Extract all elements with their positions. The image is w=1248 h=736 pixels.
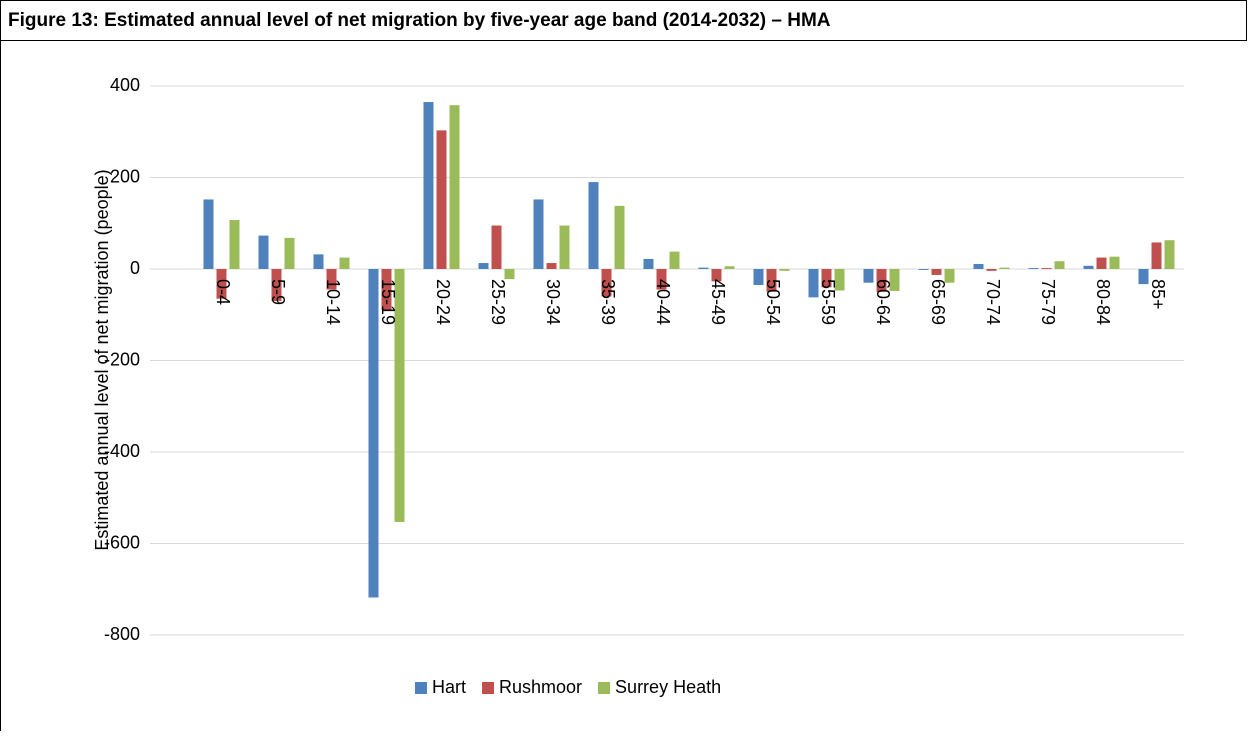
bar (986, 269, 997, 271)
bar (326, 269, 337, 290)
y-tick-label: 200 (110, 166, 140, 186)
chart-title: Figure 13: Estimated annual level of net… (8, 10, 831, 31)
bar (863, 269, 874, 283)
legend-label: Rushmoor (499, 677, 582, 697)
y-tick-label: 400 (110, 75, 140, 95)
bar (271, 269, 282, 302)
x-tick-label: 5-9 (268, 279, 288, 305)
x-tick-label: 15-19 (378, 279, 398, 325)
bar (559, 225, 570, 269)
x-tick-label: 35-39 (598, 279, 618, 325)
bar (724, 266, 735, 269)
bar (711, 269, 722, 282)
bar (698, 267, 709, 269)
bar (1109, 256, 1120, 269)
legend-label: Hart (432, 677, 466, 697)
bar (821, 269, 832, 288)
bar (216, 269, 227, 299)
legend-swatch (415, 682, 427, 694)
x-tick-label: 30-34 (543, 279, 563, 325)
x-tick-label: 70-74 (983, 279, 1003, 325)
bar (876, 269, 887, 292)
x-tick-label: 60-64 (873, 279, 893, 325)
x-tick-label: 75-79 (1038, 279, 1058, 325)
bar (944, 269, 955, 283)
x-tick-label: 0-4 (213, 279, 233, 305)
bar (203, 199, 214, 269)
x-tick-label: 20-24 (433, 279, 453, 325)
bar (284, 237, 295, 269)
x-tick-label: 25-29 (488, 279, 508, 325)
bar (1083, 265, 1094, 269)
bar (478, 263, 489, 269)
legend-swatch (482, 682, 495, 694)
bar (1164, 240, 1175, 269)
x-tick-label: 85+ (1148, 279, 1168, 310)
bar (381, 269, 392, 311)
bar (753, 269, 764, 286)
bar (1041, 268, 1052, 269)
bar (614, 205, 625, 269)
bar (423, 102, 434, 269)
legend-swatch (598, 682, 611, 694)
y-tick-label: -800 (104, 624, 140, 644)
title-box (0, 0, 1247, 41)
bar (889, 269, 900, 291)
x-tick-label: 10-14 (323, 279, 343, 325)
bar (918, 269, 929, 270)
bar (588, 182, 599, 269)
bar (368, 269, 379, 598)
bar (779, 269, 790, 271)
bar (973, 263, 984, 269)
y-tick-label: -600 (104, 532, 140, 552)
bar (229, 220, 240, 269)
bar (808, 269, 819, 298)
bar (533, 199, 544, 269)
bar (1096, 257, 1107, 269)
x-tick-label: 40-44 (653, 279, 673, 325)
bar (669, 251, 680, 269)
bar (1138, 269, 1149, 285)
bar (931, 269, 942, 275)
bar (449, 105, 460, 269)
x-tick-label: 50-54 (763, 279, 783, 325)
x-tick-label: 45-49 (708, 279, 728, 325)
bar (643, 258, 654, 269)
bar (656, 269, 667, 290)
x-tick-label: 80-84 (1093, 279, 1113, 325)
bar (1028, 268, 1039, 269)
bar (491, 225, 502, 269)
bar (504, 269, 515, 280)
y-tick-label: -200 (104, 349, 140, 369)
bar (999, 267, 1010, 269)
y-tick-label: 0 (130, 258, 140, 278)
bar (436, 130, 447, 269)
bar (258, 235, 269, 269)
legend-label: Surrey Heath (615, 677, 721, 697)
bar (339, 257, 350, 269)
x-tick-label: 55-59 (818, 279, 838, 325)
bar (1151, 242, 1162, 269)
x-tick-label: 65-69 (928, 279, 948, 325)
bar (313, 254, 324, 269)
bar (766, 269, 777, 292)
bar (601, 269, 612, 297)
bar (834, 269, 845, 291)
bar (546, 263, 557, 269)
y-tick-label: -400 (104, 441, 140, 461)
y-axis-label: Estimated annual level of net migration … (92, 169, 112, 550)
bar (1054, 261, 1065, 269)
bar (394, 269, 405, 522)
